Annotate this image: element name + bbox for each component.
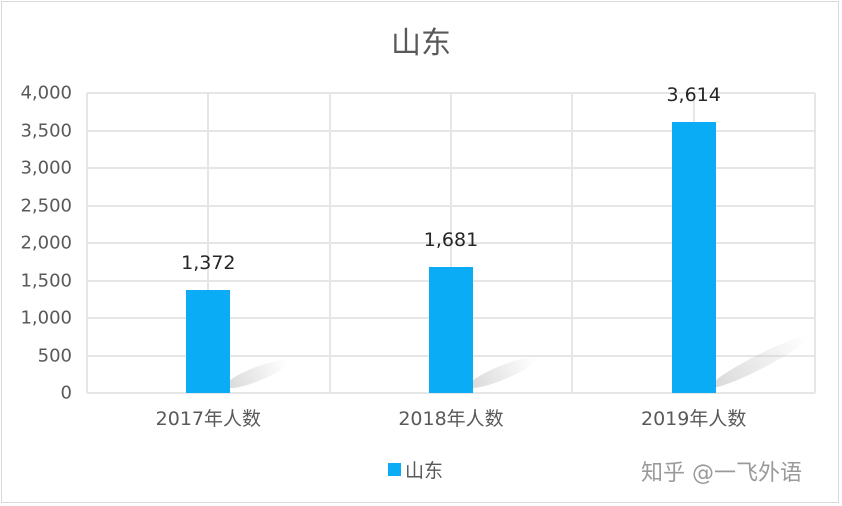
legend-swatch-icon	[388, 463, 401, 476]
x-tick-label: 2019年人数	[640, 408, 747, 430]
gridline-vertical	[814, 93, 816, 393]
y-tick-label: 0	[60, 382, 72, 404]
gridline-vertical	[571, 93, 574, 393]
y-tick-label: 2,500	[20, 195, 72, 216]
y-tick-label: 1,000	[20, 307, 72, 329]
y-tick-label: 2,000	[20, 232, 72, 254]
gridline-vertical	[207, 93, 210, 393]
gridline-vertical	[450, 93, 452, 393]
data-label: 1,681	[423, 228, 479, 251]
gridline-vertical	[86, 93, 88, 393]
bar[interactable]	[429, 266, 473, 393]
gridline-horizontal	[87, 392, 815, 394]
bar[interactable]	[186, 290, 231, 393]
data-label: 3,614	[666, 83, 721, 106]
legend-label: 山东	[405, 460, 444, 482]
y-tick-label: 3,500	[20, 120, 72, 141]
gridline-vertical	[328, 93, 331, 393]
legend: 山东	[388, 456, 443, 483]
x-tick-label: 2018年人数	[398, 408, 504, 430]
y-tick-label: 500	[37, 345, 72, 366]
chart-title: 山东	[391, 26, 451, 61]
x-tick-label: 2017年人数	[155, 408, 262, 430]
y-tick-label: 3,000	[20, 157, 72, 179]
data-label: 1,372	[181, 252, 236, 275]
watermark: 知乎 @一飞外语	[641, 461, 802, 486]
y-tick-label: 4,000	[20, 82, 72, 104]
y-tick-label: 1,500	[20, 270, 72, 291]
bar[interactable]	[671, 121, 716, 393]
